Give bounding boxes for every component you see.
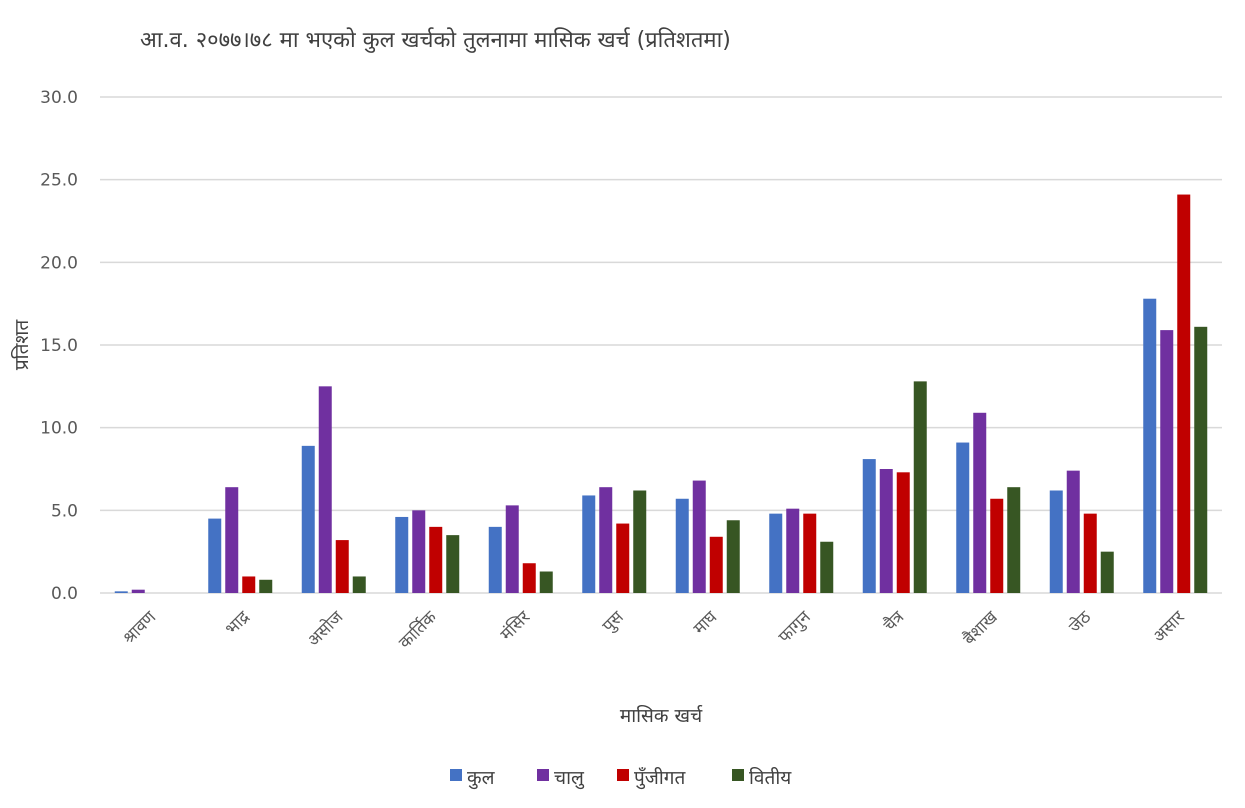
- bar: [1100, 551, 1114, 593]
- x-tick-label: असार: [1149, 607, 1189, 647]
- y-axis-ticks: 0.0 5.0 10.0 15.0 20.0 25.0 30.0: [40, 88, 78, 604]
- bar: [242, 576, 256, 593]
- x-tick-label: असोज: [303, 606, 347, 650]
- bar: [1160, 330, 1174, 593]
- bar: [675, 498, 689, 593]
- bar: [913, 381, 927, 593]
- bar: [616, 523, 630, 593]
- y-tick-label: 15.0: [40, 336, 78, 356]
- bar: [446, 535, 460, 593]
- bar: [896, 472, 910, 593]
- bar: [599, 487, 613, 593]
- bar: [786, 508, 800, 593]
- legend-label: चालु: [554, 767, 585, 790]
- bar: [803, 513, 817, 593]
- bar: [395, 516, 409, 593]
- bar: [429, 526, 443, 593]
- legend-swatch: [732, 769, 744, 781]
- legend-swatch: [450, 769, 462, 781]
- bar: [505, 505, 519, 593]
- bar: [956, 442, 970, 593]
- x-tick-label: मंसिर: [496, 606, 535, 645]
- x-tick-label: बैशाख: [959, 606, 1003, 650]
- y-tick-label: 25.0: [40, 171, 78, 191]
- bar: [488, 526, 502, 593]
- legend-swatch: [537, 769, 549, 781]
- bar: [973, 412, 987, 593]
- x-axis-ticks: श्रावण भाद्र असोज कार्तिक मंसिर पुस माघ फागुन चै…: [119, 606, 1189, 653]
- bar: [709, 536, 723, 593]
- bar: [1049, 490, 1063, 593]
- x-tick-label: फागुन: [775, 607, 815, 647]
- bar: [1083, 513, 1097, 593]
- bar: [726, 520, 740, 593]
- bar: [522, 563, 536, 593]
- bar: [301, 445, 315, 593]
- bar: [879, 469, 893, 593]
- bar: [862, 459, 876, 593]
- x-tick-label: श्रावण: [119, 607, 161, 649]
- y-tick-label: 20.0: [40, 253, 78, 273]
- legend: कुल चालु पुँजीगत वितीय: [450, 766, 792, 790]
- x-tick-label: माघ: [690, 607, 722, 639]
- y-tick-label: 0.0: [51, 584, 78, 604]
- bar: [259, 579, 273, 593]
- bar: [539, 571, 553, 593]
- x-tick-label: चैत्र: [879, 606, 909, 636]
- legend-swatch: [617, 769, 629, 781]
- bar: [114, 591, 128, 593]
- bar: [1177, 194, 1191, 593]
- bar: [769, 513, 783, 593]
- bar: [1143, 298, 1157, 593]
- x-tick-label: पुस: [599, 607, 628, 636]
- bar: [412, 510, 426, 593]
- bar: [582, 495, 596, 593]
- bar: [335, 540, 349, 593]
- y-axis-title: प्रतिशत: [10, 319, 33, 370]
- bar: [131, 589, 145, 593]
- legend-label: कुल: [467, 767, 496, 790]
- bar: [318, 386, 332, 593]
- legend-label: वितीय: [749, 766, 792, 789]
- bar: [990, 498, 1004, 593]
- x-tick-label: जेठ: [1065, 606, 1097, 638]
- bar: [1194, 326, 1208, 593]
- bar: [1007, 487, 1021, 593]
- gridlines: [100, 96, 1222, 594]
- y-tick-label: 5.0: [51, 501, 78, 521]
- bars: [114, 194, 1208, 593]
- legend-label: पुँजीगत: [634, 766, 687, 790]
- bar: [208, 518, 222, 593]
- bar: [633, 490, 647, 593]
- bar: [820, 541, 834, 593]
- x-tick-label: कार्तिक: [394, 606, 441, 653]
- y-tick-label: 10.0: [40, 419, 78, 439]
- bar: [692, 480, 706, 593]
- bar: [225, 487, 239, 593]
- bar: [352, 576, 366, 593]
- y-tick-label: 30.0: [40, 88, 78, 108]
- chart-title: आ.व. २०७७।७८ मा भएको कुल खर्चको तुलनामा …: [140, 27, 731, 53]
- x-axis-title: मासिक खर्च: [620, 704, 703, 727]
- x-tick-label: भाद्र: [222, 607, 255, 640]
- bar: [1066, 470, 1080, 593]
